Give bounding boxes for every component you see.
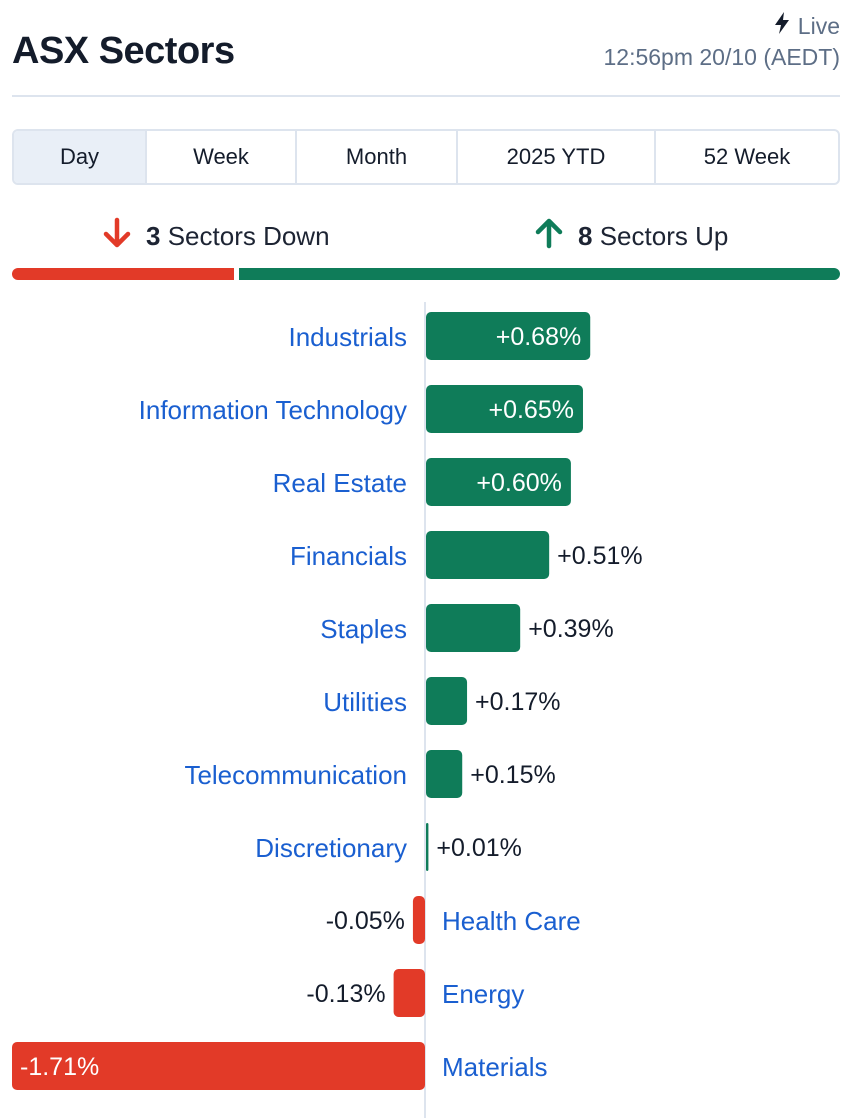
value-label: +0.51%: [557, 542, 643, 570]
header-divider: [12, 95, 840, 97]
arrow-up-icon: [532, 216, 566, 257]
live-label: Live: [797, 12, 840, 39]
value-label: -0.13%: [306, 980, 385, 1008]
sector-label[interactable]: Real Estate: [273, 468, 407, 498]
sector-label[interactable]: Materials: [442, 1052, 547, 1082]
sector-bar: [12, 1042, 425, 1090]
page-title: ASX Sectors: [12, 30, 235, 72]
tab-week[interactable]: Week: [147, 131, 297, 183]
breadth-bar-up: [239, 268, 840, 280]
sector-bar: [426, 312, 591, 360]
sector-bar: [426, 385, 583, 433]
sectors-down-summary: 3 Sectors Down: [100, 216, 330, 257]
sector-label[interactable]: Staples: [320, 614, 407, 644]
tab-2025-ytd[interactable]: 2025 YTD: [458, 131, 656, 183]
sector-label[interactable]: Financials: [290, 541, 407, 571]
sector-bar: [426, 823, 429, 871]
sector-label[interactable]: Health Care: [442, 906, 581, 936]
breadth-bar-down: [12, 268, 234, 280]
value-label: +0.01%: [436, 834, 521, 862]
sector-bar: [426, 531, 550, 579]
sector-label[interactable]: Energy: [442, 979, 524, 1009]
sector-bar-chart: Industrials +0.68% Information Technology +…: [12, 302, 643, 1118]
sectors-down-count: 3: [146, 221, 161, 251]
tab-day[interactable]: Day: [14, 131, 147, 183]
sectors-up-summary: 8 Sectors Up: [532, 216, 728, 257]
value-label: +0.39%: [528, 615, 614, 643]
sectors-up-count: 8: [578, 221, 593, 251]
sector-label[interactable]: Industrials: [289, 322, 408, 352]
period-tabs: Day Week Month 2025 YTD 52 Week: [12, 129, 840, 185]
arrow-down-icon: [100, 216, 134, 257]
sector-label[interactable]: Utilities: [323, 687, 407, 717]
sector-bar: [426, 604, 521, 652]
sector-label[interactable]: Telecommunication: [184, 760, 407, 790]
sector-bar: [393, 969, 425, 1017]
value-label: -0.05%: [326, 907, 405, 935]
sector-bar: [426, 750, 463, 798]
tab-52-week[interactable]: 52 Week: [703, 144, 791, 169]
sector-label[interactable]: Discretionary: [255, 833, 407, 863]
sectors-down-label: Sectors Down: [167, 221, 330, 251]
sector-label[interactable]: Information Technology: [139, 395, 407, 425]
sector-bar: [426, 677, 468, 725]
value-label: -1.71%: [20, 1053, 99, 1081]
value-label: +0.68%: [496, 323, 582, 351]
sectors-up-label: Sectors Up: [599, 221, 729, 251]
live-indicator: Live: [774, 12, 840, 40]
value-label: +0.15%: [470, 761, 555, 789]
sector-bar: [426, 458, 571, 506]
sector-bar: [412, 896, 425, 944]
value-label: +0.60%: [476, 469, 562, 497]
value-label: +0.65%: [488, 396, 574, 424]
timestamp: 12:56pm 20/10 (AEDT): [603, 44, 840, 70]
lightning-icon: [774, 12, 790, 40]
value-label: +0.17%: [475, 688, 561, 716]
tab-month[interactable]: Month: [297, 131, 458, 183]
